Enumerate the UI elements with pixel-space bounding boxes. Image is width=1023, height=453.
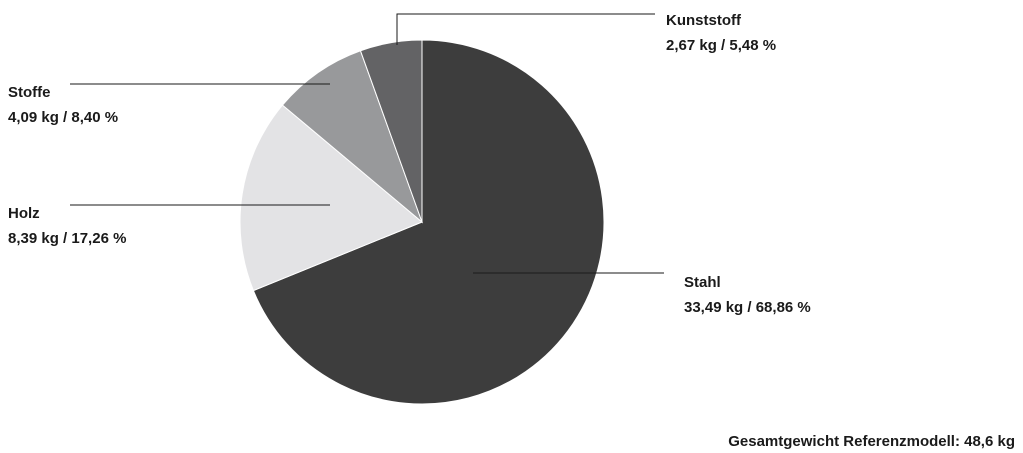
slice-value-label: 4,09 kg / 8,40 % [8, 109, 118, 126]
pie-slice-holz [239, 104, 423, 292]
slice-value-label: 8,39 kg / 17,26 % [8, 230, 126, 247]
slice-value-label: 2,67 kg / 5,48 % [666, 37, 776, 54]
pie-slice-kunststoff [359, 39, 423, 223]
slice-name-label: Stahl [684, 274, 721, 291]
slice-name-label: Stoffe [8, 84, 51, 101]
leader-line-kunststoff [396, 13, 655, 45]
total-weight-note: Gesamtgewicht Referenzmodell: 48,6 kg [728, 433, 1015, 450]
slice-value-label: 33,49 kg / 68,86 % [684, 299, 811, 316]
pie-slice-stoffe [281, 50, 424, 224]
slice-name-label: Holz [8, 205, 40, 222]
slice-name-label: Kunststoff [666, 12, 742, 29]
slice-labels: Stahl 33,49 kg / 68,86 % Holz 8,39 kg / 17,… [8, 12, 811, 316]
leader-lines [70, 13, 664, 274]
pie-slice-stahl [252, 39, 605, 405]
pie-slices [239, 39, 605, 405]
